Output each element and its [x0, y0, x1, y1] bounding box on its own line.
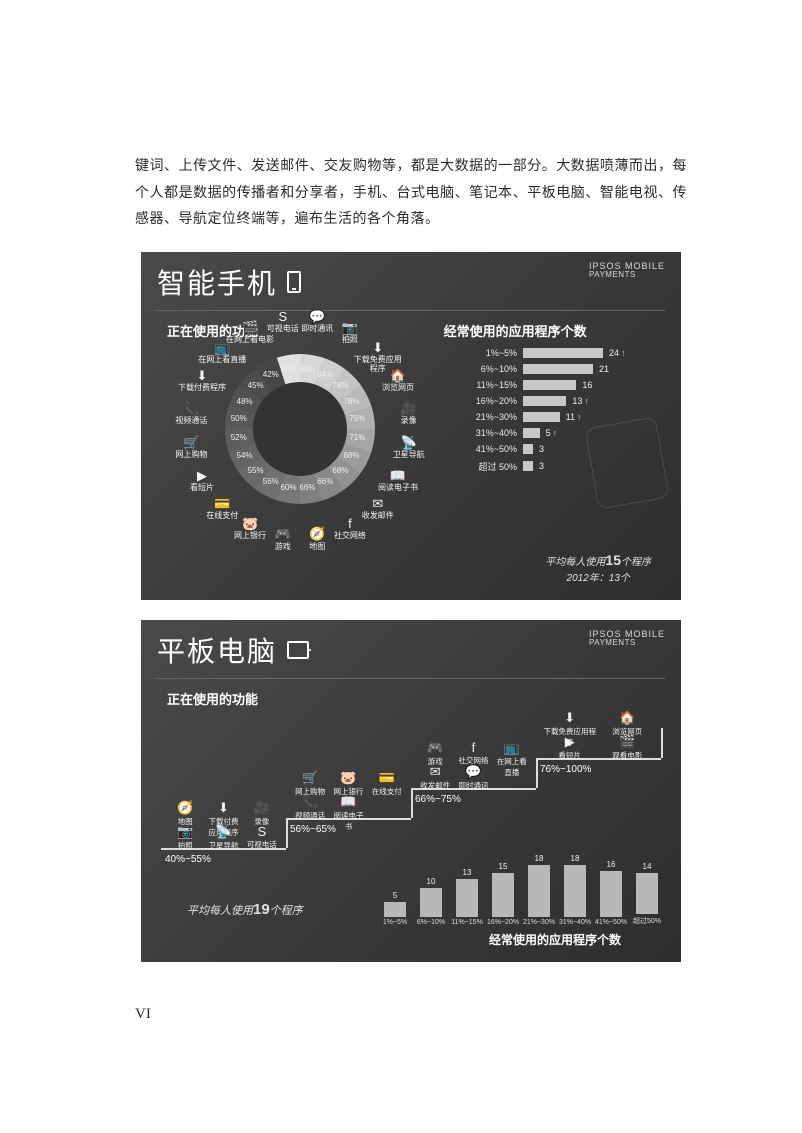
bar-row: 16%~20%13↑ — [455, 396, 655, 406]
staircase-chart: 40%~55%🧭地图⬇下载付费应用程序🎥录像📷拍照📡卫星导航S可视电话56%~6… — [161, 704, 661, 864]
donut-segment-label: 💳在线支付 — [198, 497, 246, 521]
vbar: 14超过50% — [633, 862, 661, 925]
donut-segment-pct: 54% — [237, 451, 253, 460]
donut-segment-pct: 42% — [263, 370, 279, 379]
step-item: S可视电话 — [244, 824, 280, 850]
donut-segment-pct: 48% — [237, 397, 253, 406]
donut-segment-pct: 66% — [317, 477, 333, 486]
smartphone-subhead-right: 经常使用的应用程序个数 — [444, 321, 661, 340]
donut-segment-pct: 55% — [248, 466, 264, 475]
step-item: 📺在网上看直播 — [494, 740, 530, 778]
brand-logo: IPSOS MOBILE PAYMENTS — [589, 262, 665, 280]
brand-logo: IPSOS MOBILE PAYMENTS — [589, 630, 665, 648]
step-item: ✉收发邮件 — [417, 764, 453, 791]
donut-segment-label: 🎥录像 — [385, 402, 433, 426]
donut-segment-pct: 52% — [231, 433, 247, 442]
tablet-title: 平板电脑 — [157, 630, 277, 670]
body-paragraph: 键词、上传文件、发送邮件、交友购物等，都是大数据的一部分。大数据喷薄而出，每个人… — [135, 154, 687, 234]
vbar: 106%~10% — [417, 877, 445, 926]
step-item: 🎥录像 — [244, 800, 280, 827]
vbar: 1641%~50% — [597, 860, 625, 926]
donut-segment-pct: 84% — [317, 370, 333, 379]
donut-segment-pct: 84% — [299, 365, 315, 374]
step-item: 📷拍照 — [167, 824, 203, 851]
step-item: 🛒网上购物 — [292, 770, 328, 797]
page-number: VI — [135, 1006, 151, 1023]
step-item: 📖阅读电子书 — [330, 794, 366, 832]
hand-phone-ghost-icon — [584, 416, 669, 509]
vbar: 1831%~40% — [561, 854, 589, 926]
donut-segment-label: 📞视频通话 — [167, 402, 215, 426]
step-item: f社交网络 — [455, 740, 491, 766]
donut-segment-pct: 60% — [281, 483, 297, 492]
smartphone-title: 智能手机 — [157, 262, 277, 302]
step-item: 💬即时通讯 — [455, 764, 491, 791]
step-range-label: 76%~100% — [540, 764, 591, 775]
donut-segment-pct: 78% — [343, 397, 359, 406]
step-item: 🎮游戏 — [417, 740, 453, 767]
donut-segment-label: 📡卫星导航 — [385, 436, 433, 460]
vbar: 51%~5% — [381, 891, 409, 925]
donut-segment-pct: 68% — [343, 451, 359, 460]
bar-row: 21%~30%11↑ — [455, 412, 655, 422]
donut-segment-label: 🛒网上购物 — [167, 436, 215, 460]
donut-segment-pct: 45% — [248, 381, 264, 390]
tablet-app-count-bars: 51%~5% 106%~10% 1311%~15% 1516%~20% 1821%~30… — [381, 856, 661, 926]
step-item: 🐷网上银行 — [330, 770, 366, 797]
donut-segment-label: 📖阅读电子书 — [374, 469, 422, 493]
vbar: 1516%~20% — [489, 862, 517, 925]
donut-segment-pct: 50% — [231, 414, 247, 423]
step-item: 🧭地图 — [167, 800, 203, 827]
tablet-infographic: 平板电脑 IPSOS MOBILE PAYMENTS 正在使用的功能 40%~5… — [141, 620, 681, 962]
step-item: 📡卫星导航 — [205, 824, 241, 851]
donut-segment-pct: 85% — [281, 365, 297, 374]
tablet-icon — [287, 641, 309, 659]
donut-segment-pct: 56% — [263, 477, 279, 486]
bar-row: 11%~15%16 — [455, 380, 655, 390]
smartphone-avg-note: 平均每人使用15个程序 2012年：13个 — [545, 550, 651, 586]
donut-segment-pct: 78% — [332, 381, 348, 390]
step-item: 📞视频通话 — [292, 794, 328, 821]
donut-segment-label: ⬇下载付费程序 — [178, 369, 226, 393]
bar-row: 6%~10%21 — [455, 364, 655, 374]
donut-segment-pct: 71% — [349, 433, 365, 442]
step-range-label: 40%~55% — [165, 854, 211, 865]
step-item: ▶看短片 — [542, 734, 598, 761]
donut-segment-pct: 66% — [299, 483, 315, 492]
donut-segment-label: S可视电话 — [259, 310, 307, 334]
donut-segment-pct: 68% — [332, 466, 348, 475]
bar-row: 1%~5%24↑ — [455, 348, 655, 358]
smartphone-icon — [287, 271, 301, 293]
tablet-avg-note: 平均每人使用19个程序 — [187, 901, 303, 918]
donut-segment-label: ▶看短片 — [178, 469, 226, 493]
tablet-subhead-bottom: 经常使用的应用程序个数 — [489, 931, 621, 948]
step-item: 🏠浏览网页 — [600, 710, 656, 737]
step-item: 🎬观看电影 — [600, 734, 656, 761]
donut-segment-label: 🏠浏览网页 — [374, 369, 422, 393]
vbar: 1821%~30% — [525, 854, 553, 926]
donut-chart: 💬即时通讯84%📷拍照84%⬇下载免费应用程序78%🏠浏览网页78%🎥录像75%… — [171, 334, 431, 564]
vbar: 1311%~15% — [453, 868, 481, 926]
donut-segment-pct: 75% — [349, 414, 365, 423]
step-range-label: 66%~75% — [415, 794, 461, 805]
smartphone-infographic: 智能手机 IPSOS MOBILE PAYMENTS 正在使用的功能 经常使用的… — [141, 252, 681, 600]
step-range-label: 56%~65% — [290, 824, 336, 835]
step-item: 💳在线支付 — [369, 770, 405, 797]
